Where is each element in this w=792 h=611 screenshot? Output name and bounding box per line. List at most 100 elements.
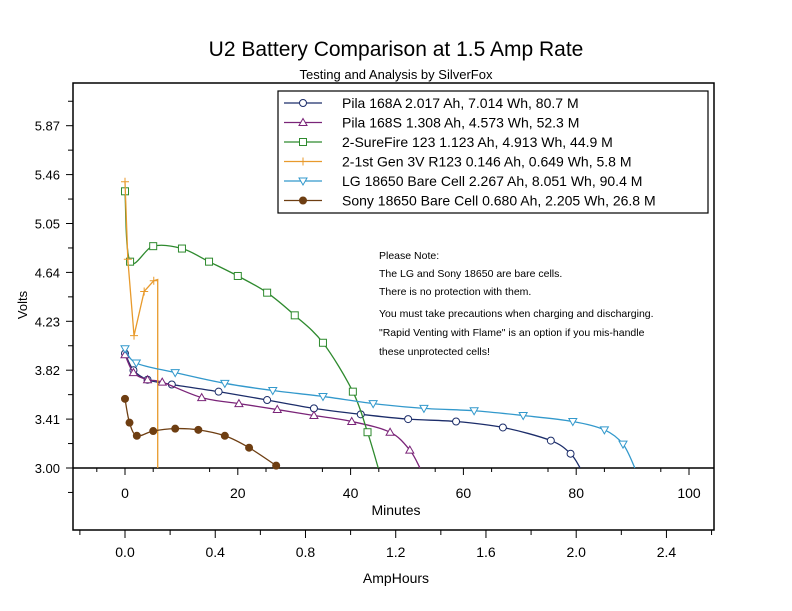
x2-tick-label: 1.6 [476,544,496,560]
y-axis-label: Volts [15,290,30,319]
legend-marker [299,99,307,107]
note-line: Please Note: [379,250,439,262]
data-point [234,398,244,408]
series-3 [121,177,159,468]
y-tick-label: 4.23 [35,314,60,329]
data-point [452,417,461,426]
data-point [272,404,283,414]
x2-tick-label: 0.8 [296,544,316,560]
y-tick-label: 5.05 [35,217,60,232]
data-point [599,426,610,435]
x-tick-label: 100 [677,485,701,501]
data-point [290,311,299,320]
data-point [233,271,242,280]
data-point [272,461,281,470]
legend-item: Pila 168A 2.017 Ah, 7.014 Wh, 80.7 M [284,95,579,111]
data-point [567,417,578,427]
x2-tick-label: 2.0 [566,544,586,560]
legend-marker [298,117,308,126]
y-tick-label: 3.00 [35,461,60,476]
data-point [618,440,628,450]
data-point [196,392,207,402]
legend-item: 2-1st Gen 3V R123 0.146 Ah, 0.649 Wh, 5.… [284,154,632,170]
series-4 [120,345,636,469]
x-tick-label: 80 [568,485,584,501]
legend-label: LG 18650 Bare Cell 2.267 Ah, 8.051 Wh, 9… [342,173,642,189]
data-point [132,431,141,440]
data-point [385,427,395,436]
y-tick-label: 4.64 [35,265,60,280]
note-line: The LG and Sony 18650 are bare cells. [379,268,562,280]
series-line [124,348,636,469]
legend-label: Pila 168A 2.017 Ah, 7.014 Wh, 80.7 M [342,95,579,111]
data-point [125,418,134,427]
data-point [130,331,139,340]
legend-box [277,90,709,214]
annotation-note: Please Note: The LG and Sony 18650 are b… [379,250,654,358]
x2-tick-label: 2.4 [657,544,677,560]
series-0 [121,349,581,469]
legend-marker [299,138,307,146]
x-tick-label: 60 [456,485,472,501]
data-point [318,392,328,402]
data-point [219,379,230,389]
data-point [194,425,203,434]
note-line: "Rapid Venting with Flame" is an option … [379,327,645,339]
legend-label: Pila 168S 1.308 Ah, 4.573 Wh, 52.3 M [342,115,579,131]
data-point [157,377,168,386]
data-point [346,416,357,425]
data-point [469,407,479,416]
data-point [267,386,278,396]
series-5 [121,394,281,470]
series-line [124,353,581,469]
data-point [171,424,180,433]
data-point [419,404,429,414]
data-point [318,338,327,347]
data-point [121,177,129,186]
data-point [149,276,158,285]
data-point [205,257,214,266]
data-point [404,415,413,424]
chart-subtitle: Testing and Analysis by SilverFox [300,67,493,82]
data-point [140,287,149,296]
x2-tick-label: 0.4 [206,544,226,560]
data-point [263,288,272,297]
x2-tick-label: 1.2 [386,544,406,560]
data-point [348,387,357,396]
data-point [263,396,272,405]
chart-title: U2 Battery Comparison at 1.5 Amp Rate [209,38,584,61]
legend-marker [299,157,307,166]
data-point [368,400,379,409]
data-point [214,387,223,396]
note-line: There is no protection with them. [379,286,531,298]
y-tick-label: 3.41 [35,412,60,427]
series-2 [121,187,379,469]
data-point [126,257,135,266]
data-point [363,428,372,437]
data-point [131,359,142,369]
legend: Pila 168A 2.017 Ah, 7.014 Wh, 80.7 M Pila… [277,90,709,214]
legend-label: Sony 18650 Bare Cell 0.680 Ah, 2.205 Wh,… [342,193,656,209]
legend-item: 2-SureFire 123 1.123 Ah, 4.913 Wh, 44.9 … [284,134,613,150]
x-axis-label: Minutes [371,502,420,518]
data-point [309,410,319,420]
y-tick-label: 3.82 [35,363,60,378]
legend-label: 2-1st Gen 3V R123 0.146 Ah, 0.649 Wh, 5.… [342,154,632,170]
data-point [120,345,130,354]
x-tick-label: 40 [343,485,359,501]
data-point [404,445,415,454]
series-line [124,191,379,469]
legend-marker [299,196,307,205]
legend-item: Sony 18650 Bare Cell 0.680 Ah, 2.205 Wh,… [284,193,656,209]
data-point [546,436,555,445]
data-point [170,369,181,378]
x-tick-label: 0 [121,485,129,501]
data-point [245,443,254,452]
data-point [518,412,529,421]
x2-axis-label: AmpHours [363,570,429,586]
x2-tick-label: 0.0 [115,544,135,560]
y-tick-label: 5.87 [35,119,60,134]
note-line: You must take precautions when charging … [379,308,654,320]
data-point [121,394,129,403]
